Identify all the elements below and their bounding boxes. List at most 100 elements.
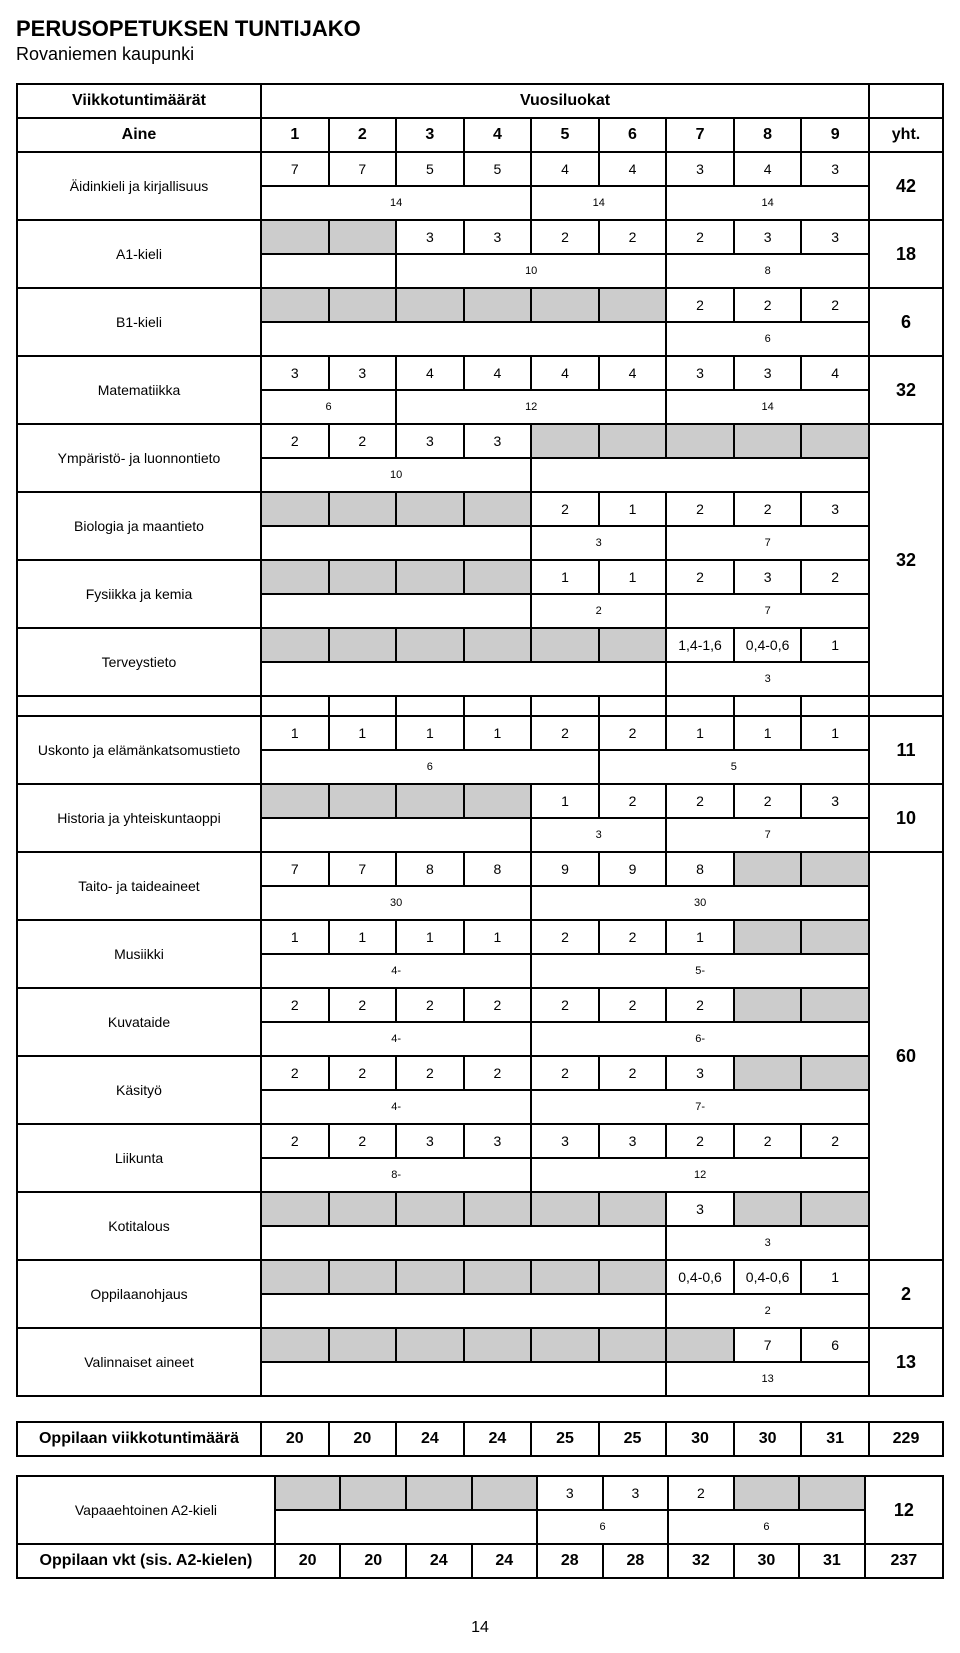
header-col-3: 3 [396,118,464,152]
footer-cell: 30 [666,1422,734,1456]
subject-cell [801,988,869,1022]
extra-cell: 3 [603,1476,669,1510]
subject-cell [464,1192,532,1226]
subject-band [261,1362,666,1396]
subject-cell: 2 [599,220,667,254]
extra-footer-cell: 31 [799,1544,865,1578]
subject-label: Biologia ja maantieto [17,492,261,560]
subject-cell: 5 [464,152,532,186]
subject-cell [734,920,802,954]
subject-cell: 1 [801,1260,869,1294]
subject-cell: 1 [801,628,869,662]
subject-cell: 2 [396,988,464,1022]
subject-cell: 1 [531,560,599,594]
extra-cell [799,1476,865,1510]
subject-cell: 0,4-0,6 [666,1260,734,1294]
subject-cell: 2 [599,988,667,1022]
extra-footer-total: 237 [865,1544,943,1578]
subject-cell: 0,4-0,6 [734,628,802,662]
subject-cell: 3 [464,220,532,254]
subject-cell [801,1192,869,1226]
subject-band: 10 [261,458,531,492]
subject-label: Ympäristö- ja luonnontieto [17,424,261,492]
subject-cell: 1 [734,716,802,750]
extra-band: 6 [668,1510,865,1544]
subject-band [261,1226,666,1260]
subject-cell: 2 [531,988,599,1022]
subject-cell: 2 [329,1124,397,1158]
subject-cell: 2 [464,988,532,1022]
subject-cell: 3 [734,356,802,390]
subject-cell [666,1328,734,1362]
subject-cell: 3 [666,1056,734,1090]
subject-total: 32 [869,356,943,424]
subject-cell: 2 [666,220,734,254]
header-col-7: 7 [666,118,734,152]
subject-cell [464,1328,532,1362]
subject-cell: 2 [801,288,869,322]
footer-cell: 25 [531,1422,599,1456]
header-col-2: 2 [329,118,397,152]
footer-cell: 24 [396,1422,464,1456]
subject-label: Historia ja yhteiskuntaoppi [17,784,261,852]
curriculum-table: ViikkotuntimäärätVuosiluokatAine12345678… [16,83,944,1457]
subject-cell: 2 [261,424,329,458]
subject-cell [261,288,329,322]
subject-cell: 3 [396,220,464,254]
extra-cell [275,1476,341,1510]
header-col-6: 6 [599,118,667,152]
subject-cell [734,424,802,458]
subject-cell: 9 [599,852,667,886]
subject-cell [261,1192,329,1226]
subject-band [261,322,666,356]
subject-cell: 1 [666,716,734,750]
subject-cell: 4 [801,356,869,390]
extra-footer-cell: 32 [668,1544,734,1578]
extra-cell: 2 [668,1476,734,1510]
subject-cell: 3 [666,152,734,186]
subject-cell [329,628,397,662]
subject-band: 14 [666,186,869,220]
subject-cell: 2 [599,1056,667,1090]
subject-cell: 3 [329,356,397,390]
subject-cell: 7 [261,152,329,186]
subject-cell: 1 [261,716,329,750]
subject-cell: 8 [464,852,532,886]
subject-cell [599,1192,667,1226]
subject-band: 30 [531,886,869,920]
subject-cell [599,1328,667,1362]
footer-cell: 24 [464,1422,532,1456]
subject-label: B1-kieli [17,288,261,356]
subject-cell [531,1328,599,1362]
subject-label: Liikunta [17,1124,261,1192]
subject-cell: 4 [396,356,464,390]
footer-label: Oppilaan viikkotuntimäärä [17,1422,261,1456]
subject-band: 4- [261,954,531,988]
subject-total: 10 [869,784,943,852]
extra-cell [734,1476,800,1510]
subject-cell: 9 [531,852,599,886]
subject-band: 14 [261,186,531,220]
subject-cell: 1 [329,716,397,750]
extra-total: 12 [865,1476,943,1544]
subject-cell: 3 [801,784,869,818]
subject-cell: 3 [734,560,802,594]
subject-cell: 2 [666,1124,734,1158]
subject-cell [261,492,329,526]
subject-cell: 3 [396,424,464,458]
subject-cell: 2 [666,784,734,818]
subject-cell [599,424,667,458]
extra-footer-cell: 20 [275,1544,341,1578]
subject-cell [396,628,464,662]
subject-cell: 3 [734,220,802,254]
extra-footer-label: Oppilaan vkt (sis. A2-kielen) [17,1544,275,1578]
subject-band: 6 [666,322,869,356]
subject-cell [329,1260,397,1294]
subject-label: Matematiikka [17,356,261,424]
subject-label: Käsityö [17,1056,261,1124]
subject-cell: 7 [329,152,397,186]
subject-cell: 1 [531,784,599,818]
header-left-bottom: Aine [17,118,261,152]
subject-cell: 5 [396,152,464,186]
group-total: 32 [869,424,943,696]
